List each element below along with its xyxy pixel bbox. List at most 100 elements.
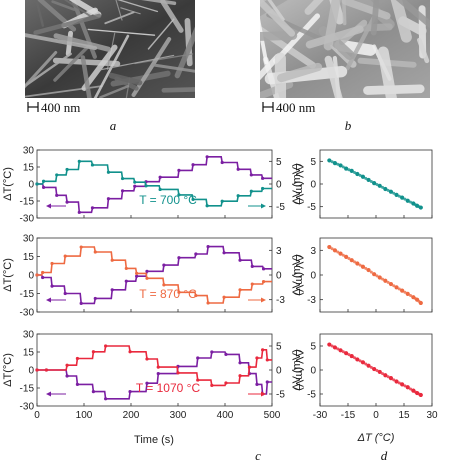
sem-fiber (131, 37, 172, 97)
sem-fiber (260, 0, 296, 37)
sem-fiber (160, 0, 184, 33)
scatter-point (364, 362, 368, 366)
scatter-point (386, 280, 390, 284)
scatter-point (394, 379, 399, 384)
scatter-point (338, 163, 343, 168)
series-point (194, 252, 198, 256)
ytick-label: -5 (307, 390, 316, 401)
series-point (145, 276, 149, 280)
series-point (255, 382, 259, 386)
arrow-orange (248, 297, 266, 303)
scatter-point (372, 366, 377, 372)
series-point (63, 291, 67, 296)
scatter-point (392, 284, 396, 288)
sem-fiber (355, 74, 390, 97)
series-point (177, 290, 181, 294)
series-point (265, 380, 269, 384)
scalebar-a-label: 400 nm (41, 100, 80, 115)
series-point (177, 256, 181, 260)
scatter-point (400, 288, 405, 293)
y2tick-label: 0 (276, 180, 282, 191)
scatter-point (375, 182, 379, 186)
xtick-label: 300 (170, 410, 187, 421)
series-point (75, 382, 80, 386)
xtick-label: 100 (76, 410, 93, 421)
sem-fiber (174, 26, 195, 79)
d-xlabel: ΔT (°C) (357, 432, 395, 444)
ytick-label: -5 (307, 202, 316, 213)
sem-fiber (87, 28, 156, 36)
series-point (196, 378, 200, 382)
scatter-point (366, 363, 371, 368)
scatter-point (372, 272, 377, 277)
sem-fiber (25, 50, 58, 89)
sem-fiber (51, 0, 76, 11)
sem-fiber (99, 54, 175, 71)
scatter-point (397, 194, 401, 198)
scatter-point (377, 183, 382, 188)
series-point (133, 184, 137, 188)
ytick-label: 30 (23, 146, 35, 157)
sem-image-a (25, 0, 195, 98)
scatter-point (332, 345, 338, 350)
series-point (44, 368, 49, 372)
series-point (77, 159, 81, 163)
series-point (236, 194, 240, 198)
series-point (50, 284, 54, 288)
scatter-point (375, 368, 379, 372)
scatter-point (383, 373, 388, 378)
left-ylabel: ΔT(°C) (2, 167, 14, 201)
ytick-label: -30 (20, 308, 35, 319)
series-point (158, 175, 162, 179)
ytick-label: 15 (23, 163, 35, 174)
series-point (124, 266, 128, 271)
xtick-label: 15 (398, 410, 410, 421)
series-point (41, 185, 46, 189)
series-point (35, 182, 39, 186)
series-line-red (37, 345, 272, 387)
scatter-point (327, 244, 332, 250)
scatter-point (381, 372, 385, 376)
scatter-point (386, 375, 390, 379)
series-point (261, 186, 265, 191)
series-point (41, 179, 46, 183)
series-point (35, 273, 39, 277)
series-point (238, 258, 242, 262)
scatter-point (360, 174, 366, 179)
series-point (220, 160, 224, 165)
temperature-label: T = 700 °C (139, 193, 197, 207)
xtick-label: 400 (217, 410, 234, 421)
scatter-point (405, 291, 410, 297)
sem-fiber (53, 33, 112, 52)
plot-frame (36, 333, 273, 407)
sem-fiber (304, 0, 324, 15)
ytick-label: 15 (23, 252, 35, 263)
series-point (247, 365, 252, 369)
series-point (63, 254, 67, 258)
scatter-point (369, 270, 373, 274)
series-point (196, 356, 200, 360)
scatter-point (360, 360, 366, 365)
series-point (93, 250, 97, 254)
series-point (50, 261, 54, 266)
series-point (238, 361, 242, 365)
series-point (35, 368, 39, 372)
sem-fiber (52, 57, 121, 67)
y2tick-label: -5 (276, 202, 285, 213)
scatter-point (327, 158, 332, 163)
xtick-label: 500 (264, 410, 281, 421)
time-xlabel: Time (s) (134, 434, 174, 446)
arrow-purple (46, 391, 66, 397)
scatter-point (388, 281, 394, 287)
arrow-teal (248, 203, 266, 209)
y2tick-label: 0 (276, 366, 282, 377)
series-point (261, 279, 266, 284)
series-point (210, 383, 214, 387)
time-chart-row-1: -30 -15 0 15 30 -5 0 5 ΔT(°C) ΔV (mV) T = 700 °C (2, 146, 305, 225)
scatter-point (405, 198, 410, 203)
panel-label-b: b (345, 118, 352, 133)
scatter-point (394, 192, 399, 197)
sem-fiber (260, 53, 281, 81)
sem-fiber (341, 0, 391, 20)
